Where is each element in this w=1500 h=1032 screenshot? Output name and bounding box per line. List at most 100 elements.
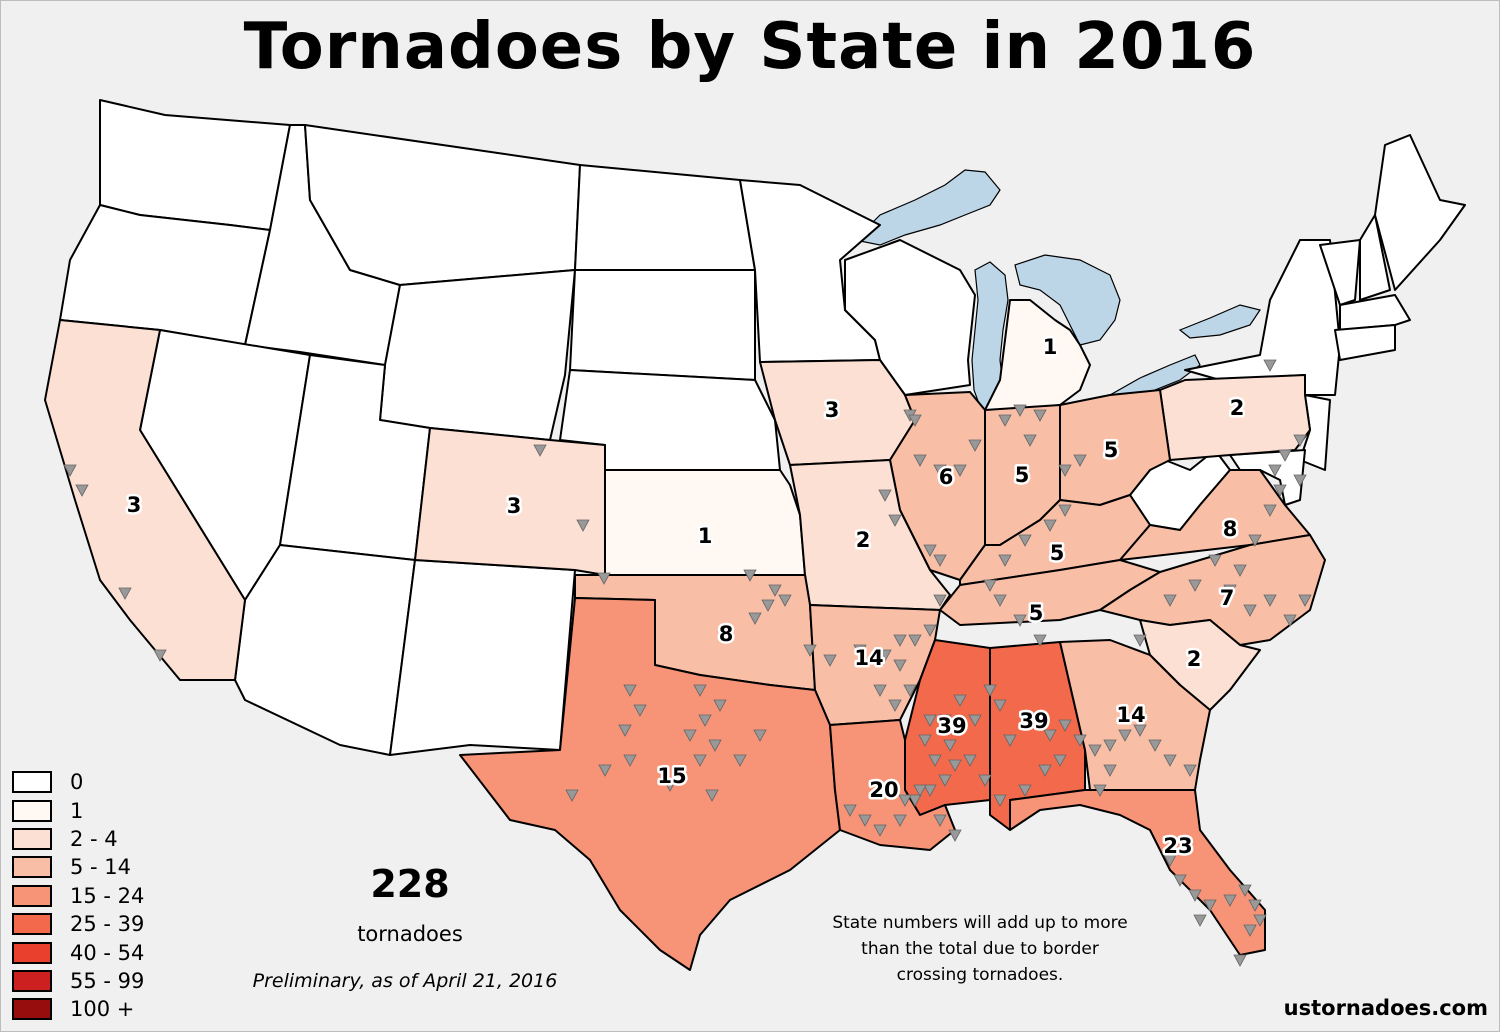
tornado-marker-icon	[1033, 634, 1047, 647]
state-mt	[304, 124, 581, 286]
tornado-marker-icon	[948, 759, 962, 772]
legend-label: 100 +	[70, 997, 135, 1022]
tornado-total-unit: tornadoes	[357, 922, 463, 946]
tornado-marker-icon	[1058, 719, 1072, 732]
legend-item: 5 - 14	[12, 853, 144, 881]
tornado-marker-icon	[1003, 734, 1017, 747]
tornado-marker-icon	[933, 814, 947, 827]
tornado-marker-icon	[778, 594, 792, 607]
tornado-marker-icon	[75, 484, 89, 497]
tornado-marker-icon	[1193, 914, 1207, 927]
border-crossing-note: State numbers will add up to more than t…	[832, 913, 1128, 985]
state-count-al: 39	[1019, 709, 1048, 733]
state-count-ia: 3	[825, 398, 840, 422]
tornado-marker-icon	[943, 739, 957, 752]
tornado-marker-icon	[933, 594, 947, 607]
tornado-marker-icon	[1018, 784, 1032, 797]
tornado-marker-icon	[63, 464, 77, 477]
legend: 0 1 2 - 4 5 - 14 15 - 24 25 - 39 40 - 54 55 - 9…	[12, 768, 144, 1024]
legend-label: 15 - 24	[70, 883, 145, 908]
tornado-marker-icon	[918, 734, 932, 747]
tornado-marker-icon	[708, 739, 722, 752]
state-nd	[574, 164, 756, 271]
tornado-marker-icon	[1023, 434, 1037, 447]
tornado-marker-icon	[933, 464, 947, 477]
tornado-marker-icon	[923, 544, 937, 557]
tornado-marker-icon	[1183, 764, 1197, 777]
tornado-marker-icon	[913, 784, 927, 797]
tornado-marker-icon	[963, 754, 977, 767]
state-wi	[844, 239, 976, 396]
tornado-marker-icon	[1223, 584, 1237, 597]
state-il	[889, 391, 986, 581]
state-count-ca: 3	[127, 493, 142, 517]
tornado-marker-icon	[903, 684, 917, 697]
state-count-va: 8	[1223, 517, 1238, 541]
tornado-marker-icon	[576, 519, 590, 532]
state-count-co: 3	[507, 494, 522, 518]
tornado-marker-icon	[1018, 534, 1032, 547]
tornado-marker-icon	[993, 699, 1007, 712]
state-count-tx: 15	[657, 764, 686, 788]
tornado-marker-icon	[908, 794, 922, 807]
tornado-marker-icon	[1253, 914, 1267, 927]
tornado-marker-icon	[893, 814, 907, 827]
tornado-marker-icon	[153, 649, 167, 662]
legend-swatch	[12, 771, 52, 794]
tornado-marker-icon	[597, 572, 611, 585]
tornado-marker-icon	[713, 699, 727, 712]
legend-label: 25 - 39	[70, 912, 145, 937]
tornado-marker-icon	[1013, 404, 1027, 417]
tornado-marker-icon	[1088, 744, 1102, 757]
state-vt	[1319, 239, 1361, 306]
tornado-marker-icon	[968, 439, 982, 452]
tornado-marker-icon	[1263, 594, 1277, 607]
lake-huron	[1014, 254, 1121, 346]
tornado-marker-icon	[953, 464, 967, 477]
tornado-marker-icon	[873, 684, 887, 697]
tornado-marker-icon	[803, 644, 817, 657]
tornado-marker-icon	[888, 514, 902, 527]
tornado-marker-icon	[913, 454, 927, 467]
state-count-ks: 1	[698, 524, 713, 548]
tornado-marker-icon	[938, 774, 952, 787]
tornado-marker-icon	[1163, 854, 1177, 867]
tornado-marker-icon	[753, 729, 767, 742]
state-count-il: 6	[939, 465, 954, 489]
state-count-ms: 39	[937, 714, 966, 738]
tornado-marker-icon	[598, 764, 612, 777]
tornado-marker-icon	[843, 804, 857, 817]
tornado-marker-icon	[888, 699, 902, 712]
tornado-marker-icon	[1093, 784, 1107, 797]
tornado-marker-icon	[1163, 754, 1177, 767]
tornado-marker-icon	[698, 714, 712, 727]
tornado-marker-icon	[1243, 604, 1257, 617]
state-nm	[389, 559, 576, 756]
state-count-ga: 14	[1116, 703, 1145, 727]
tornado-marker-icon	[1173, 874, 1187, 887]
state-ny	[1184, 239, 1341, 396]
legend-item: 15 - 24	[12, 882, 144, 910]
legend-item: 25 - 39	[12, 910, 144, 938]
legend-swatch	[12, 998, 52, 1021]
tornado-marker-icon	[533, 444, 547, 457]
legend-item: 100 +	[12, 995, 144, 1023]
tornado-marker-icon	[565, 789, 579, 802]
tornado-marker-icon	[705, 789, 719, 802]
tornado-marker-icon	[663, 779, 677, 792]
legend-label: 1	[70, 798, 84, 823]
state-tx	[459, 597, 841, 971]
state-count-labels: 3 3 1 3 1 2 6 5 5 2 5 8 5 7 8 14 2 39 39 14 15 20 23	[124, 333, 1247, 861]
tornado-marker-icon	[1013, 614, 1027, 627]
state-count-mi: 1	[1043, 335, 1058, 359]
tornado-marker-icon	[1023, 714, 1037, 727]
state-count-ok: 8	[719, 622, 734, 646]
state-count-tn: 5	[1029, 601, 1044, 625]
legend-item: 2 - 4	[12, 825, 144, 853]
tornado-marker-icon	[898, 794, 912, 807]
state-az	[234, 544, 416, 756]
state-wa	[99, 99, 291, 231]
state-shapes	[44, 99, 1466, 971]
tornado-marker-icon	[858, 814, 872, 827]
